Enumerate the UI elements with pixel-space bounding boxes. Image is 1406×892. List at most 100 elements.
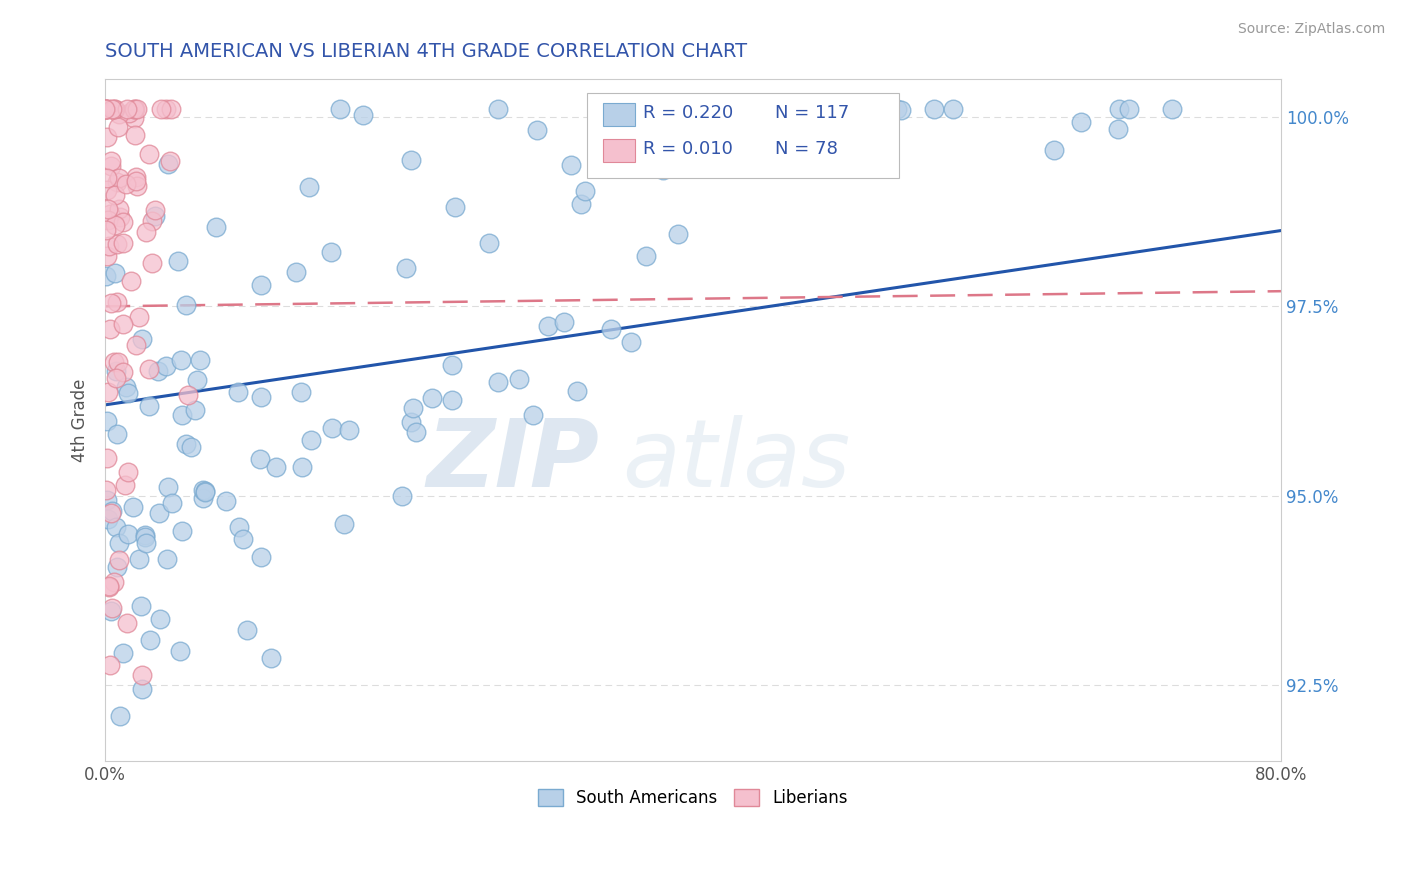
Point [94,483,117,497]
Point [107,536,129,550]
Point [399,416,422,430]
Point [94,103,117,117]
Point [176,388,198,402]
Point [98,103,121,117]
Point [298,179,321,194]
Point [1107,122,1129,136]
FancyBboxPatch shape [588,93,898,178]
Point [108,171,131,186]
Point [176,437,198,451]
Point [508,372,530,386]
Point [886,103,908,117]
Point [115,103,138,117]
Point [98,579,121,593]
Point [620,334,643,349]
Point [215,494,238,508]
Legend: South Americans, Liberians: South Americans, Liberians [531,782,855,814]
Point [128,552,150,566]
Point [1118,103,1140,117]
Point [107,120,129,135]
Point [138,400,160,414]
Point [100,295,122,310]
Point [1043,143,1066,157]
Point [128,310,150,324]
Point [228,519,250,533]
Point [143,209,166,223]
Point [285,265,308,279]
Point [100,604,122,618]
Point [405,425,427,439]
Point [94,103,117,117]
Point [610,103,633,117]
Text: N = 117: N = 117 [775,104,849,122]
Point [170,408,193,422]
Point [170,352,193,367]
Point [103,355,125,369]
Point [226,385,249,400]
Point [194,483,217,498]
Point [232,532,254,546]
Point [143,202,166,217]
Point [96,130,118,145]
Point [127,178,149,193]
Point [125,103,148,117]
Point [174,298,197,312]
Text: R = 0.010: R = 0.010 [643,140,733,158]
Point [191,483,214,497]
Point [156,157,179,171]
Text: R = 0.220: R = 0.220 [643,104,733,122]
Point [422,391,444,405]
Point [890,103,912,117]
Point [131,681,153,696]
Point [98,657,121,672]
Point [98,580,121,594]
Point [94,103,117,117]
Text: N = 78: N = 78 [775,140,838,158]
Point [107,355,129,369]
Point [138,362,160,376]
Point [104,266,127,280]
Point [172,524,194,538]
Point [103,574,125,589]
Point [444,200,467,214]
Point [159,153,181,168]
Point [599,322,621,336]
Point [118,106,141,120]
Point [96,171,118,186]
Point [401,153,423,167]
Point [290,385,312,400]
Point [108,107,131,121]
Point [574,184,596,198]
Point [105,520,128,534]
Point [117,465,139,479]
Point [97,202,120,217]
Point [141,256,163,270]
Point [148,507,170,521]
Point [666,227,689,242]
Point [156,552,179,566]
Point [329,103,352,117]
Point [868,103,890,117]
Point [112,317,135,331]
Text: atlas: atlas [623,416,851,507]
Point [134,531,156,545]
FancyBboxPatch shape [603,103,636,126]
Point [1161,103,1184,117]
Point [167,253,190,268]
Point [117,615,139,630]
Point [114,478,136,492]
Point [122,103,145,117]
Point [112,215,135,229]
Point [96,249,118,263]
Point [103,188,125,202]
Point [115,177,138,191]
Point [111,646,134,660]
Point [250,550,273,565]
Point [149,612,172,626]
Point [96,451,118,466]
Point [98,239,121,253]
Point [115,380,138,394]
Point [100,103,122,117]
Point [249,452,271,467]
Point [103,103,125,117]
